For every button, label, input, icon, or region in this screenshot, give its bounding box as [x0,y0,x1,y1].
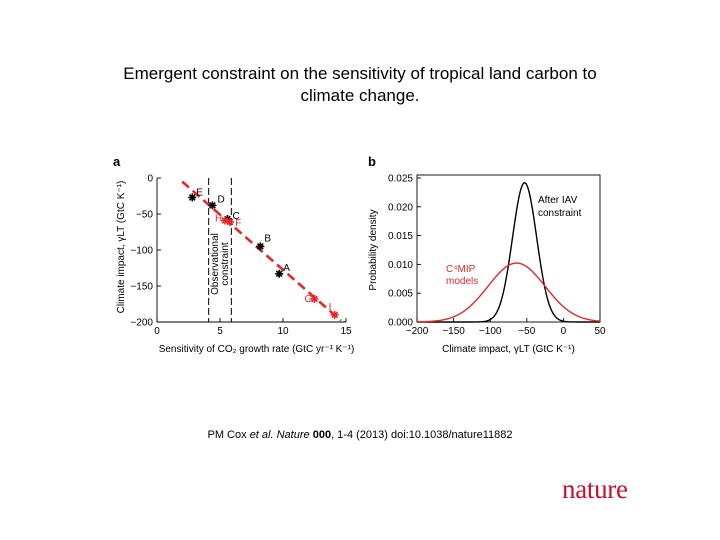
y-axis-label-b: Probability density [368,209,379,290]
x-tick-label-b: 0 [561,326,567,337]
constraint-label: Observationalconstraint [210,233,231,295]
point-b [256,242,265,251]
point-label-e: E [196,187,203,198]
x-tick-label-a: 0 [154,326,160,337]
y-tick-label-b: 0.010 [388,260,413,271]
x-tick-label-a: 5 [217,326,223,337]
observational-constraint-band [208,178,232,322]
point-i [330,310,339,319]
model-points: A B CD E F G H I [188,187,339,319]
citation-rest: , 1-4 (2013) doi:10.1038/nature11882 [331,429,513,441]
density-curve-2 [416,262,601,323]
x-tick-label-b: −100 [479,326,502,337]
citation: PM Cox et al. Nature 000, 1-4 (2013) doi… [0,429,720,441]
point-g-stroke [311,295,318,303]
series-label-c4mip: C⁴MIP models [446,264,478,287]
point-label-b: B [264,233,271,244]
citation-etal: et al. [249,429,274,441]
y-tick-label-b: 0.000 [388,318,413,329]
plot-frame-b [416,174,601,323]
y-tick-label-b: 0.025 [388,174,413,185]
y-tick-label-a: −200 [130,318,153,329]
point-e [188,193,197,202]
x-tick-label-a: 15 [340,326,352,337]
slide-title: Emergent constraint on the sensitivity o… [60,63,660,107]
point-label-a: A [283,263,290,274]
point-f-stroke [226,218,234,226]
slide-title-line1: Emergent constraint on the sensitivity o… [123,64,597,83]
point-d-stroke [209,201,216,209]
point-label-f: F [235,218,241,229]
density-curves [416,181,601,323]
point-label-g: G [305,294,313,305]
point-g [310,294,319,303]
y-tick-label-a: −100 [130,246,153,257]
series-labels: After IAV constraint C⁴MIP models [446,195,582,287]
y-tick-label-b: 0.015 [388,231,413,242]
point-a [275,269,284,278]
chart-panel-b: b 0.000 0.005 0.010 0.015 0.020 0.025 −200 −150… [368,154,606,355]
point-d [208,201,217,210]
y-tick-label-a: −150 [130,282,153,293]
x-tick-label-b: −200 [406,326,429,337]
y-axis-label-a: Climate impact, γLT (GtC K⁻¹) [116,181,127,314]
panel-a-letter: a [113,154,121,169]
point-h [221,216,230,225]
y-tick-label-b: 0.020 [388,202,413,213]
panel-b-letter: b [368,154,376,169]
x-tick-label-b: 50 [594,326,606,337]
point-label-d: D [217,194,224,205]
x-tick-label-b: −150 [442,326,465,337]
nature-logo: nature [562,474,628,504]
point-a-stroke [275,270,283,278]
citation-journal: Nature [276,429,310,441]
x-tick-label-b: −50 [518,326,535,337]
point-label-c: C [233,211,240,222]
point-h-stroke [221,217,229,224]
panel-b-axes: 0.000 0.005 0.010 0.015 0.020 0.025 −200 −150 −1… [388,174,606,338]
slide-title-line2: climate change. [300,86,420,105]
point-b-stroke [256,243,264,250]
y-tick-label-b: 0.005 [388,289,413,300]
x-axis-label-b: Climate impact, γLT (GtC K⁻¹) [442,344,575,355]
series-label-after-iav: After IAV constraint [538,195,582,219]
citation-authors: PM Cox [207,429,250,441]
point-label-h: H [215,213,222,224]
citation-volume: 000 [312,429,332,441]
point-label-i: I [329,302,332,313]
point-i-stroke [331,311,339,319]
y-tick-label-a: 0 [147,174,153,185]
x-axis-label-a: Sensitivity of CO₂ growth rate (GtC yr⁻¹… [159,344,355,355]
point-e-stroke [188,194,196,201]
y-tick-label-a: −50 [136,210,153,221]
x-tick-label-a: 10 [277,326,289,337]
